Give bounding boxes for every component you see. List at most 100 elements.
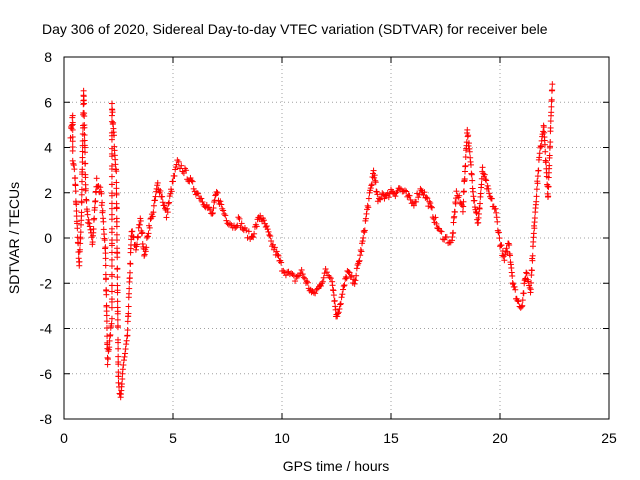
data-point bbox=[483, 177, 490, 184]
data-point bbox=[363, 210, 370, 217]
data-point bbox=[493, 214, 500, 221]
data-point bbox=[130, 233, 137, 240]
data-point bbox=[464, 126, 471, 133]
data-point bbox=[427, 200, 434, 207]
data-point bbox=[80, 100, 87, 107]
data-point bbox=[250, 234, 257, 241]
data-point bbox=[330, 292, 337, 299]
data-point bbox=[336, 305, 343, 312]
data-point bbox=[332, 306, 339, 313]
data-point bbox=[496, 235, 503, 242]
y-tick-label: -6 bbox=[40, 366, 53, 382]
data-point bbox=[223, 217, 230, 224]
data-point bbox=[343, 275, 350, 282]
data-point bbox=[350, 276, 357, 283]
data-point bbox=[82, 160, 89, 167]
data-point bbox=[209, 210, 216, 217]
data-point bbox=[438, 228, 445, 235]
data-point bbox=[357, 247, 364, 254]
data-point bbox=[115, 373, 122, 380]
data-point bbox=[334, 313, 341, 320]
data-point bbox=[119, 366, 126, 373]
data-point bbox=[535, 167, 542, 174]
data-point bbox=[531, 215, 538, 222]
data-point bbox=[221, 211, 228, 218]
data-point bbox=[546, 152, 553, 159]
data-point bbox=[512, 286, 519, 293]
data-point bbox=[86, 223, 93, 230]
data-point bbox=[220, 207, 227, 214]
data-point bbox=[143, 244, 150, 251]
data-point bbox=[265, 228, 272, 235]
data-point bbox=[353, 265, 360, 272]
y-axis-label: SDTVAR / TECUs bbox=[6, 182, 22, 294]
data-point bbox=[460, 198, 467, 205]
data-point bbox=[77, 229, 84, 236]
data-point bbox=[428, 204, 435, 211]
data-point bbox=[501, 257, 508, 264]
data-point bbox=[79, 154, 86, 161]
data-point bbox=[543, 158, 550, 165]
data-point bbox=[467, 161, 474, 168]
data-point bbox=[424, 195, 431, 202]
data-point bbox=[126, 269, 133, 276]
data-point bbox=[82, 185, 89, 192]
data-point bbox=[525, 278, 532, 285]
data-point bbox=[168, 188, 175, 195]
x-tick-label: 15 bbox=[383, 430, 399, 446]
data-point bbox=[135, 224, 142, 231]
data-point bbox=[108, 288, 115, 295]
data-point bbox=[166, 199, 173, 206]
data-point bbox=[371, 174, 378, 181]
data-point bbox=[374, 191, 381, 198]
data-point bbox=[90, 226, 97, 233]
data-point bbox=[437, 227, 444, 234]
x-tick-label: 0 bbox=[60, 430, 68, 446]
data-point bbox=[176, 165, 183, 172]
data-point bbox=[293, 273, 300, 280]
data-point bbox=[519, 297, 526, 304]
data-point bbox=[218, 201, 225, 208]
data-point bbox=[134, 234, 141, 241]
data-point bbox=[108, 112, 115, 119]
data-point bbox=[78, 209, 85, 216]
data-point bbox=[104, 356, 111, 363]
axis-ticks: 0 5 10 15 20 25 -8 -6 -4 -2 0 2 4 6 8 bbox=[40, 49, 617, 446]
data-point bbox=[267, 233, 274, 240]
data-point bbox=[426, 198, 433, 205]
data-point bbox=[81, 131, 88, 138]
data-point bbox=[416, 191, 423, 198]
data-point bbox=[84, 219, 91, 226]
data-point bbox=[372, 177, 379, 184]
data-point bbox=[245, 228, 252, 235]
data-point bbox=[494, 218, 501, 225]
data-point bbox=[123, 337, 130, 344]
data-point bbox=[103, 302, 110, 309]
data-point bbox=[465, 132, 472, 139]
data-point bbox=[139, 229, 146, 236]
data-point bbox=[251, 230, 258, 237]
data-point bbox=[506, 242, 513, 249]
data-point bbox=[236, 215, 243, 222]
data-point bbox=[478, 181, 485, 188]
data-point bbox=[126, 290, 133, 297]
data-point bbox=[149, 213, 156, 220]
data-point bbox=[110, 119, 117, 126]
data-point bbox=[356, 257, 363, 264]
data-point bbox=[115, 379, 122, 386]
data-point bbox=[213, 188, 220, 195]
data-point bbox=[91, 215, 98, 222]
data-point bbox=[331, 297, 338, 304]
data-point bbox=[432, 214, 439, 221]
data-point bbox=[76, 246, 83, 253]
data-point bbox=[88, 234, 95, 241]
data-point bbox=[136, 221, 143, 228]
data-point bbox=[163, 214, 170, 221]
data-point bbox=[530, 230, 537, 237]
data-point bbox=[214, 189, 221, 196]
data-point bbox=[217, 198, 224, 205]
data-point bbox=[502, 248, 509, 255]
data-point bbox=[124, 332, 131, 339]
data-point bbox=[271, 244, 278, 251]
data-point bbox=[97, 184, 104, 191]
